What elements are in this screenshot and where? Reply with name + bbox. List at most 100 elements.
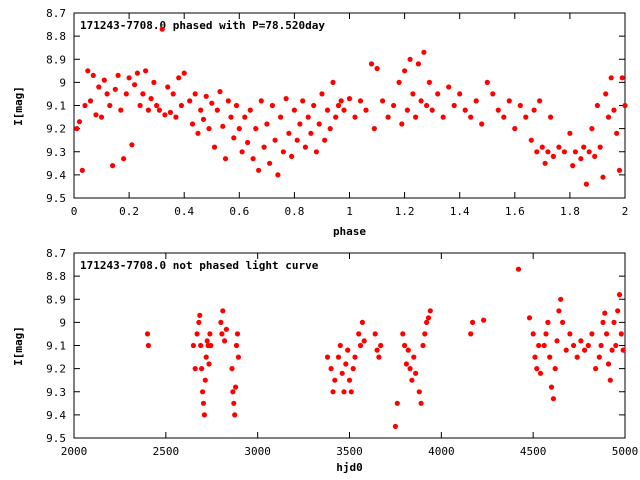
data-point [280,149,286,155]
data-point [446,84,452,90]
x-tick-label: 1.2 [395,205,415,218]
data-point [104,91,110,97]
data-point [178,102,184,109]
data-point [581,144,587,150]
data-point [214,107,220,113]
data-point [137,102,143,109]
data-point [424,319,430,325]
data-point [392,423,398,429]
data-point [451,102,457,109]
data-point [424,102,430,109]
data-point [582,347,588,353]
data-point [545,149,551,155]
data-point [567,331,573,337]
data-point [374,347,380,353]
data-point [542,160,548,166]
data-point [531,107,537,113]
data-point [352,354,358,360]
data-point [313,149,319,155]
data-point [267,160,273,166]
data-point [330,79,336,85]
data-point [154,102,160,109]
data-point [202,377,208,383]
data-point [421,49,427,55]
data-point [208,342,214,349]
data-point [619,75,625,81]
data-point [402,68,408,74]
data-point [162,112,168,118]
data-point [223,326,229,332]
data-point [192,366,198,372]
data-point [196,319,202,325]
data-point [324,107,331,113]
y-tick-label: 9.3 [46,146,66,159]
x-tick-label: 0.4 [174,205,194,218]
data-point [484,79,490,85]
y-tick-label: 9 [59,76,66,89]
data-point [618,331,624,337]
data-point [400,331,406,337]
data-point [440,114,446,120]
data-point [341,389,347,395]
data-point [220,308,226,314]
data-point [468,114,474,120]
data-point [614,130,620,136]
data-point [346,377,353,383]
data-point [201,412,207,418]
data-point [195,130,201,136]
y-axis-title: I[mag] [12,86,25,126]
data-point [233,342,240,349]
data-point [140,91,146,97]
data-point [144,331,151,337]
data-point [495,107,501,113]
data-point [515,266,522,272]
data-point [235,354,241,360]
data-point [151,79,157,85]
data-point [159,26,165,32]
x-tick-label: 0.2 [119,205,139,218]
data-point [211,144,218,150]
y-tick-label: 8.7 [46,247,66,260]
data-point [409,377,415,383]
data-point [403,361,409,367]
y-tick-label: 9.2 [46,123,66,136]
data-point [532,354,538,360]
x-tick-label: 4500 [520,445,547,458]
data-point [199,366,205,372]
data-point [250,156,256,162]
x-tick-label: 0.6 [229,205,249,218]
y-tick-label: 9.1 [46,100,66,113]
y-tick-label: 8.8 [46,30,66,43]
data-point [245,139,251,146]
data-point [115,72,121,78]
x-tick-label: 2 [622,205,629,218]
data-point [272,137,278,143]
data-point [82,102,88,109]
data-point [352,114,358,120]
data-point [378,342,384,349]
data-point [76,119,83,125]
data-point [611,319,617,325]
data-point [501,114,507,120]
data-point [594,102,601,109]
data-point [110,163,116,169]
data-point [561,149,568,155]
y-tick-label: 9.4 [46,409,66,422]
data-point [232,412,238,418]
data-point [548,384,555,390]
data-point [426,79,432,85]
data-point [123,91,129,97]
data-point [376,354,382,360]
data-point [231,400,237,406]
data-point [234,331,241,337]
y-tick-label: 8.7 [46,7,66,20]
data-point [181,70,187,76]
data-point [217,89,223,95]
data-point [218,319,224,325]
data-point [225,98,231,104]
data-point [209,100,215,106]
data-point [132,82,138,88]
x-tick-label: 2500 [153,445,180,458]
data-point [402,342,408,349]
data-point [416,389,422,395]
